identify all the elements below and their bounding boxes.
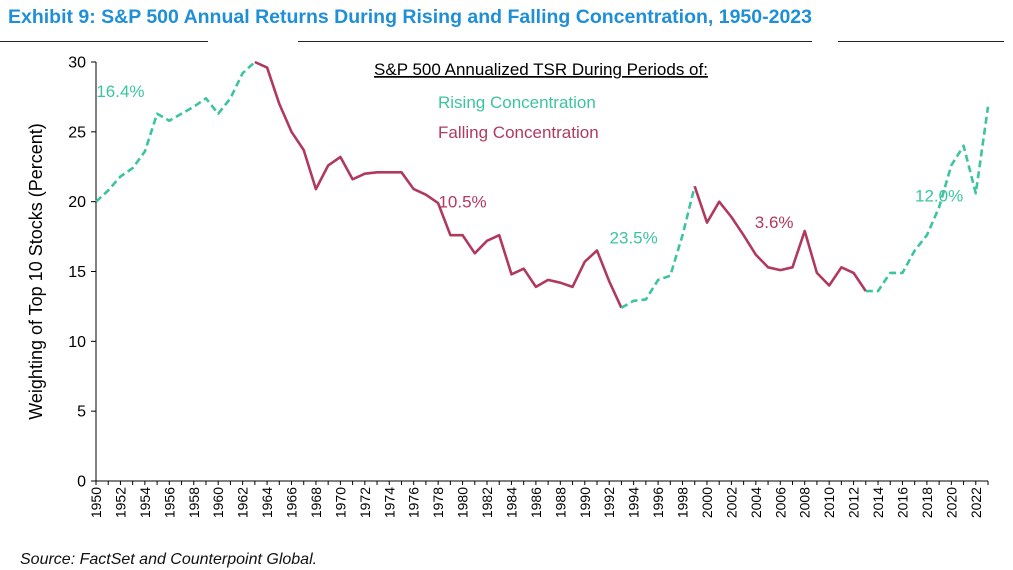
x-tick-label: 1988 [552,487,568,518]
y-tick-label: 5 [77,404,86,421]
x-tick-label: 1954 [137,487,153,518]
x-tick-label: 1956 [161,487,177,518]
x-tick-label: 2002 [723,487,739,518]
legend: S&P 500 Annualized TSR During Periods of… [374,60,708,142]
y-tick-label: 30 [68,55,86,72]
x-tick-label: 1962 [235,487,251,518]
x-tick-label: 1986 [528,487,544,518]
series-line-rising-3 [620,185,696,309]
x-tick-label: 2022 [968,487,984,518]
x-tick-label: 2014 [870,487,886,518]
y-tick-label: 15 [68,264,86,281]
x-tick-label: 1984 [503,487,519,518]
x-tick-label: 1974 [381,487,397,518]
x-tick-label: 1972 [357,487,373,518]
x-tick-label: 1996 [650,487,666,518]
x-tick-label: 1958 [186,487,202,518]
y-tick-label: 10 [68,334,86,351]
annotation-label: 16.4% [96,82,144,101]
x-tick-label: 1978 [430,487,446,518]
series-lines [95,60,990,309]
x-tick-label: 2008 [797,487,813,518]
series-line-rising-1 [95,61,256,203]
annotations: 16.4% 10.5% 23.5% 3.6% 12.0% [96,82,963,248]
source-note: Source: FactSet and Counterpoint Global. [20,551,318,568]
x-tick-label: 1976 [406,487,422,518]
x-tick-label: 1952 [112,487,128,518]
legend-label-rising: Rising Concentration [438,93,596,112]
x-tick-label: 1998 [675,487,691,518]
x-tick-label: 1964 [259,487,275,518]
axes: 0 5 10 15 20 25 30 1950 1952 1954 1956 1958 1960 1962… [26,55,989,518]
annotation-label: 3.6% [755,213,794,232]
x-tick-label: 2018 [919,487,935,518]
y-axis-label: Weighting of Top 10 Stocks (Percent) [26,123,46,420]
x-tick-label: 1960 [210,487,226,518]
x-tick-label: 1980 [455,487,471,518]
x-tick-label: 1950 [88,487,104,518]
exhibit-title: Exhibit 9: S&P 500 Annual Returns During… [8,6,812,28]
y-tick-label: 0 [77,474,86,491]
series-line-rising-5 [865,106,990,293]
x-tick-label: 1968 [308,487,324,518]
x-tick-label: 2000 [699,487,715,518]
x-tick-label: 2010 [821,487,837,518]
x-tick-label: 2016 [894,487,910,518]
annotation-label: 12.0% [915,187,963,206]
title-rule-right [838,41,1004,42]
x-tick-label: 2020 [943,487,959,518]
x-tick-label: 1966 [284,487,300,518]
x-tick-label: 2004 [748,487,764,518]
chart-title: S&P 500 Annualized TSR During Periods of… [374,60,708,79]
series-line-falling-2 [254,60,623,309]
title-rule-middle [298,41,812,42]
title-rule-left [0,41,208,42]
x-tick-label: 1994 [626,487,642,518]
series-line-falling-4 [693,185,867,292]
x-tick-label: 1982 [479,487,495,518]
x-tick-label: 1970 [332,487,348,518]
y-tick-label: 20 [68,194,86,211]
x-tick-label: 2012 [846,487,862,518]
annotation-label: 23.5% [610,229,658,248]
x-tick-label: 1990 [577,487,593,518]
y-tick-label: 25 [68,124,86,141]
legend-label-falling: Falling Concentration [438,123,599,142]
x-tick-label: 1992 [601,487,617,518]
annotation-label: 10.5% [438,192,486,211]
x-tick-label: 2006 [772,487,788,518]
